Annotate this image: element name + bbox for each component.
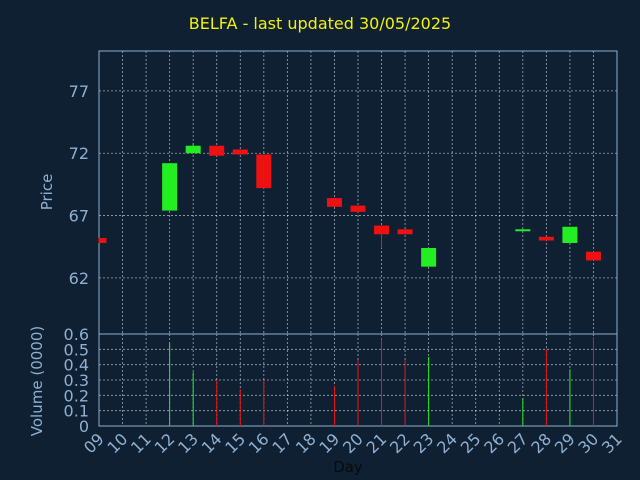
candle-body	[562, 226, 578, 243]
candle-body	[374, 225, 390, 235]
candle-body	[421, 247, 437, 267]
candle-body	[515, 229, 531, 232]
candle-body	[350, 205, 366, 212]
candle-body	[232, 149, 248, 155]
volume-tick-label: 0.6	[64, 325, 89, 344]
candle-body	[326, 198, 342, 207]
candle-body	[185, 145, 201, 154]
candle-body	[397, 229, 413, 235]
price-axis-label: Price	[38, 174, 56, 211]
candle-body	[162, 163, 178, 211]
price-tick-label: 62	[69, 269, 89, 288]
x-tick-label: 31	[598, 429, 626, 457]
chart-title: BELFA - last updated 30/05/2025	[188, 14, 452, 33]
volume-tick-label: 0.4	[64, 356, 89, 375]
candle-body	[585, 251, 601, 261]
volume-axis-label: Volume (0000)	[28, 326, 46, 436]
volume-tick-label: 0	[79, 417, 89, 436]
candle-body	[209, 145, 225, 156]
volume-tick-label: 0.5	[64, 340, 89, 359]
candle-body	[256, 154, 272, 189]
candle-body	[99, 238, 107, 243]
price-tick-label: 72	[69, 144, 89, 163]
volume-tick-label: 0.1	[64, 402, 89, 421]
price-tick-label: 67	[69, 207, 89, 226]
volume-tick-label: 0.3	[64, 371, 89, 390]
price-tick-label: 77	[69, 82, 89, 101]
volume-tick-label: 0.2	[64, 386, 89, 405]
candle-body	[538, 236, 554, 241]
x-axis-label: Day	[333, 458, 363, 476]
